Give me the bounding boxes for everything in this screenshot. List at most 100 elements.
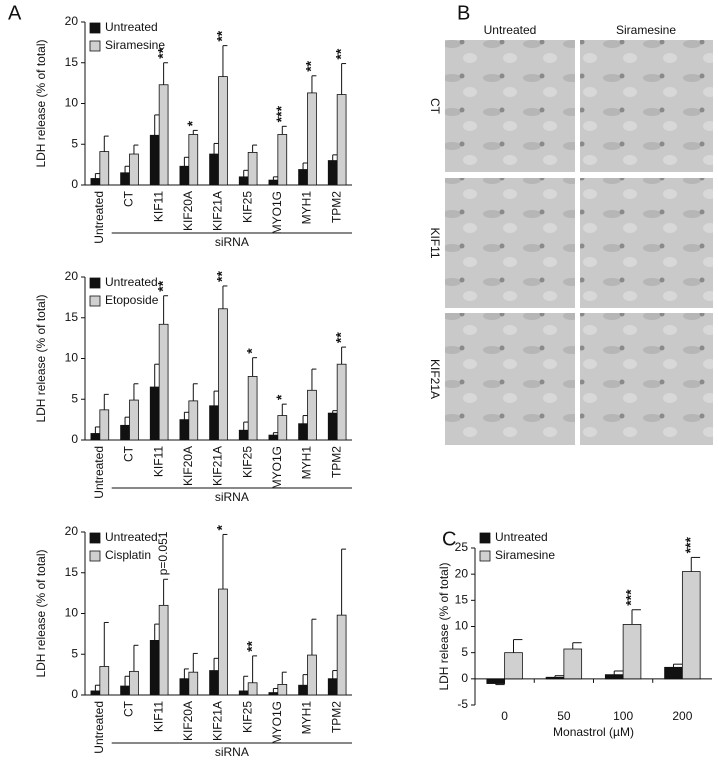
bar <box>90 690 101 696</box>
significance-label: ** <box>332 48 348 59</box>
y-tick-label: 15 <box>65 55 79 69</box>
significance-label: ** <box>214 30 230 41</box>
bar <box>209 153 219 186</box>
bar <box>129 399 139 441</box>
x-tick-label: CT <box>122 445 136 462</box>
bar <box>238 176 249 186</box>
bar <box>307 389 317 441</box>
legend-swatch <box>89 277 101 289</box>
bar <box>277 134 288 186</box>
bar <box>149 639 160 696</box>
micrograph <box>580 178 713 308</box>
y-tick-label: 15 <box>65 310 79 324</box>
x-tick-label: MYH1 <box>300 446 314 480</box>
y-tick-label: -5 <box>457 697 468 711</box>
bar <box>504 652 523 680</box>
bar <box>120 172 130 186</box>
bar <box>238 429 249 441</box>
bar <box>209 670 219 696</box>
bar <box>268 434 279 441</box>
bar <box>247 151 258 186</box>
legend-swatch <box>89 295 101 307</box>
legend-swatch <box>89 40 101 52</box>
x-tick-label: 0 <box>501 709 508 723</box>
bar <box>327 412 338 441</box>
bar <box>336 614 347 696</box>
column-label: Siramesine <box>616 23 676 37</box>
y-tick-label: 0 <box>71 687 78 701</box>
significance-label: ** <box>214 271 230 282</box>
significance-label: ** <box>243 640 259 651</box>
significance-label: *** <box>623 589 639 606</box>
bar <box>604 674 624 680</box>
significance-label: *** <box>273 105 289 122</box>
bar <box>188 134 199 186</box>
bar <box>545 676 565 680</box>
bar <box>209 405 219 441</box>
y-tick-label: 20 <box>65 14 79 28</box>
x-axis-label: Monastrol (µM) <box>553 725 634 739</box>
y-tick-label: 5 <box>71 136 78 150</box>
y-tick-label: 5 <box>71 391 78 405</box>
micrograph-grid: Untreated Siramesine CT KIF11 KIF21A <box>428 23 713 445</box>
x-tick-label: 200 <box>672 709 692 723</box>
y-tick-label: 20 <box>455 566 469 580</box>
y-tick-label: 10 <box>65 96 79 110</box>
group-label: siRNA <box>215 235 249 249</box>
bar <box>622 624 642 680</box>
legend-label: Untreated <box>105 20 158 34</box>
x-tick-label: KIF11 <box>151 446 165 477</box>
bar <box>247 376 258 441</box>
y-tick-label: 0 <box>71 432 78 446</box>
x-tick-label: CT <box>122 190 136 207</box>
row-label: CT <box>428 98 442 115</box>
micrograph <box>580 313 713 445</box>
significance-label: * <box>214 524 230 530</box>
y-axis-label: LDH release (% of total) <box>34 39 48 167</box>
bar <box>129 153 139 186</box>
legend-label: Siramesine <box>495 548 555 562</box>
bar <box>307 92 317 186</box>
x-tick-label: KIF20A <box>181 191 195 231</box>
significance-label: * <box>273 394 289 400</box>
group-label: siRNA <box>215 745 249 759</box>
x-tick-label: KIF25 <box>240 446 254 478</box>
y-tick-label: 0 <box>71 177 78 191</box>
significance-label: ** <box>154 47 170 58</box>
y-tick-label: 5 <box>461 645 468 659</box>
bar <box>99 666 110 696</box>
significance-label: ** <box>154 280 170 291</box>
bar <box>681 571 701 680</box>
bar <box>336 363 347 441</box>
legend-label: Untreated <box>105 275 158 289</box>
bar <box>158 323 169 441</box>
y-tick-label: 5 <box>71 646 78 660</box>
y-axis-label: LDH release (% of total) <box>34 294 48 422</box>
legend-swatch <box>89 22 101 34</box>
bar <box>336 94 347 186</box>
x-tick-label: Untreated <box>92 701 106 754</box>
legend-label: Siramesine <box>105 38 165 52</box>
bar <box>149 134 160 186</box>
panel-label: B <box>457 2 470 24</box>
x-tick-label: KIF20A <box>181 446 195 486</box>
y-tick-label: 25 <box>455 540 469 554</box>
bar <box>298 169 308 186</box>
bar <box>268 179 279 186</box>
x-tick-label: KIF11 <box>151 191 165 222</box>
column-label: Untreated <box>484 23 537 37</box>
bar <box>277 415 288 441</box>
legend-swatch <box>89 550 101 562</box>
bar <box>149 386 160 441</box>
bar <box>99 151 110 186</box>
bar <box>327 160 338 186</box>
panel-label: A <box>8 2 22 24</box>
micrograph <box>445 40 575 172</box>
legend-swatch <box>479 550 491 562</box>
bar <box>327 678 338 696</box>
x-tick-label: MYH1 <box>300 191 314 225</box>
x-tick-label: MYH1 <box>300 701 314 735</box>
bar <box>179 165 190 186</box>
bar <box>218 308 228 441</box>
bar <box>188 671 199 696</box>
